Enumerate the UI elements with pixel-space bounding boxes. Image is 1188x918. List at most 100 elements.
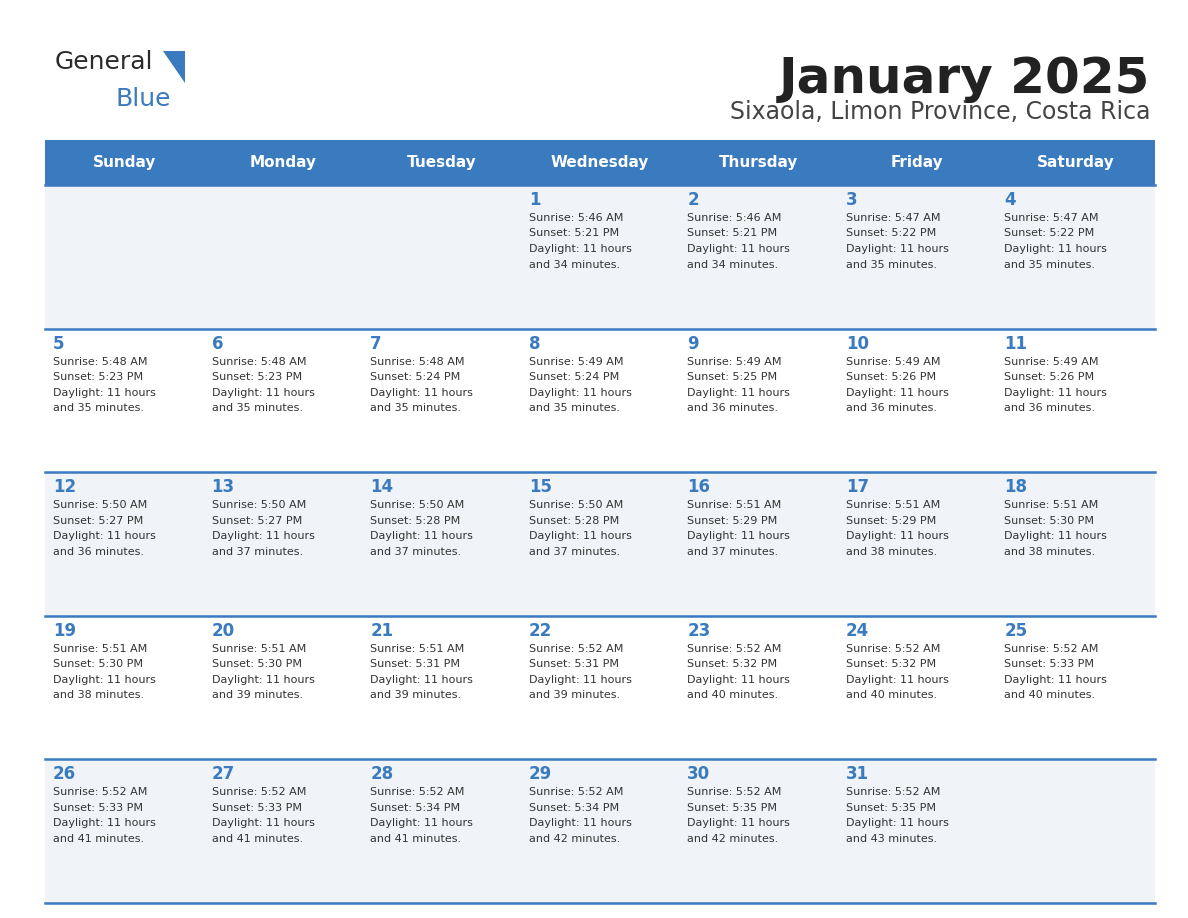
Text: Daylight: 11 hours: Daylight: 11 hours [688,387,790,397]
Text: Daylight: 11 hours: Daylight: 11 hours [529,244,632,254]
Text: 1: 1 [529,191,541,209]
Text: Daylight: 11 hours: Daylight: 11 hours [211,819,315,828]
Text: Sunrise: 5:52 AM: Sunrise: 5:52 AM [688,644,782,654]
Text: Daylight: 11 hours: Daylight: 11 hours [371,532,473,542]
Text: and 42 minutes.: and 42 minutes. [529,834,620,844]
Text: Sunset: 5:31 PM: Sunset: 5:31 PM [371,659,460,669]
Text: Sunset: 5:30 PM: Sunset: 5:30 PM [211,659,302,669]
Text: Sunset: 5:34 PM: Sunset: 5:34 PM [371,803,460,813]
Text: Daylight: 11 hours: Daylight: 11 hours [53,532,156,542]
Text: Daylight: 11 hours: Daylight: 11 hours [529,819,632,828]
Text: and 41 minutes.: and 41 minutes. [371,834,461,844]
Text: Daylight: 11 hours: Daylight: 11 hours [1004,675,1107,685]
Text: Sunrise: 5:49 AM: Sunrise: 5:49 AM [1004,356,1099,366]
Text: Sunset: 5:32 PM: Sunset: 5:32 PM [688,659,777,669]
Text: Sunset: 5:31 PM: Sunset: 5:31 PM [529,659,619,669]
Text: Saturday: Saturday [1037,155,1114,170]
Text: Sunset: 5:34 PM: Sunset: 5:34 PM [529,803,619,813]
Text: and 38 minutes.: and 38 minutes. [1004,547,1095,556]
Text: Sunset: 5:32 PM: Sunset: 5:32 PM [846,659,936,669]
Text: Daylight: 11 hours: Daylight: 11 hours [688,244,790,254]
Text: 4: 4 [1004,191,1016,209]
Text: and 37 minutes.: and 37 minutes. [211,547,303,556]
Text: 3: 3 [846,191,858,209]
Text: and 39 minutes.: and 39 minutes. [529,690,620,700]
Text: Blue: Blue [115,87,171,111]
Text: Sunset: 5:23 PM: Sunset: 5:23 PM [53,372,143,382]
Text: Sunrise: 5:46 AM: Sunrise: 5:46 AM [688,213,782,223]
Text: Sunrise: 5:48 AM: Sunrise: 5:48 AM [211,356,307,366]
Text: Sunrise: 5:52 AM: Sunrise: 5:52 AM [846,644,940,654]
Text: and 36 minutes.: and 36 minutes. [1004,403,1095,413]
Text: Sunrise: 5:51 AM: Sunrise: 5:51 AM [846,500,940,510]
Text: and 36 minutes.: and 36 minutes. [846,403,937,413]
Text: Sunrise: 5:52 AM: Sunrise: 5:52 AM [846,788,940,798]
Text: Daylight: 11 hours: Daylight: 11 hours [846,675,949,685]
Text: 7: 7 [371,334,381,353]
Text: Daylight: 11 hours: Daylight: 11 hours [1004,244,1107,254]
Text: Sunrise: 5:52 AM: Sunrise: 5:52 AM [529,788,623,798]
Text: 10: 10 [846,334,868,353]
Text: Daylight: 11 hours: Daylight: 11 hours [53,387,156,397]
Text: Sunset: 5:29 PM: Sunset: 5:29 PM [846,516,936,526]
Text: and 41 minutes.: and 41 minutes. [53,834,144,844]
Text: Sunrise: 5:50 AM: Sunrise: 5:50 AM [371,500,465,510]
Text: 13: 13 [211,478,235,497]
Bar [362,140,520,185]
Text: and 35 minutes.: and 35 minutes. [1004,260,1095,270]
Text: Sunset: 5:22 PM: Sunset: 5:22 PM [1004,229,1094,239]
Text: and 40 minutes.: and 40 minutes. [846,690,937,700]
Text: Sunrise: 5:51 AM: Sunrise: 5:51 AM [371,644,465,654]
Text: Sunset: 5:26 PM: Sunset: 5:26 PM [846,372,936,382]
Text: Daylight: 11 hours: Daylight: 11 hours [688,819,790,828]
Bar [45,329,1155,472]
Text: and 40 minutes.: and 40 minutes. [688,690,778,700]
Text: Monday: Monday [249,155,316,170]
Text: and 41 minutes.: and 41 minutes. [211,834,303,844]
Text: Sunrise: 5:47 AM: Sunrise: 5:47 AM [846,213,941,223]
Text: Sunday: Sunday [93,155,156,170]
Text: 28: 28 [371,766,393,783]
Text: Sunset: 5:22 PM: Sunset: 5:22 PM [846,229,936,239]
Text: and 35 minutes.: and 35 minutes. [211,403,303,413]
Text: Sunrise: 5:52 AM: Sunrise: 5:52 AM [371,788,465,798]
Bar [520,140,680,185]
Text: Wednesday: Wednesday [551,155,649,170]
Text: Sunrise: 5:52 AM: Sunrise: 5:52 AM [688,788,782,798]
Bar [45,140,203,185]
Text: and 37 minutes.: and 37 minutes. [529,547,620,556]
Text: 18: 18 [1004,478,1028,497]
Text: Sunrise: 5:51 AM: Sunrise: 5:51 AM [688,500,782,510]
Text: Sunset: 5:24 PM: Sunset: 5:24 PM [371,372,461,382]
Text: and 34 minutes.: and 34 minutes. [529,260,620,270]
Text: Sunset: 5:21 PM: Sunset: 5:21 PM [688,229,777,239]
Text: and 37 minutes.: and 37 minutes. [371,547,461,556]
Text: Friday: Friday [891,155,943,170]
Text: 8: 8 [529,334,541,353]
Text: and 35 minutes.: and 35 minutes. [371,403,461,413]
Text: Sunset: 5:35 PM: Sunset: 5:35 PM [688,803,777,813]
Text: and 35 minutes.: and 35 minutes. [53,403,144,413]
Text: Daylight: 11 hours: Daylight: 11 hours [846,532,949,542]
Text: Daylight: 11 hours: Daylight: 11 hours [53,675,156,685]
Text: and 35 minutes.: and 35 minutes. [529,403,620,413]
Text: Sunrise: 5:52 AM: Sunrise: 5:52 AM [211,788,307,798]
Text: 20: 20 [211,621,235,640]
Text: and 38 minutes.: and 38 minutes. [846,547,937,556]
Text: 16: 16 [688,478,710,497]
Text: Daylight: 11 hours: Daylight: 11 hours [211,387,315,397]
Bar [680,140,838,185]
Text: and 40 minutes.: and 40 minutes. [1004,690,1095,700]
Text: Sunrise: 5:52 AM: Sunrise: 5:52 AM [53,788,147,798]
Text: Daylight: 11 hours: Daylight: 11 hours [371,675,473,685]
Text: Sixaola, Limon Province, Costa Rica: Sixaola, Limon Province, Costa Rica [729,100,1150,124]
Text: Daylight: 11 hours: Daylight: 11 hours [371,387,473,397]
Text: 26: 26 [53,766,76,783]
Text: General: General [55,50,153,74]
Text: Daylight: 11 hours: Daylight: 11 hours [846,819,949,828]
Text: Sunset: 5:27 PM: Sunset: 5:27 PM [211,516,302,526]
Text: Sunrise: 5:49 AM: Sunrise: 5:49 AM [846,356,941,366]
Text: and 34 minutes.: and 34 minutes. [688,260,778,270]
Text: 27: 27 [211,766,235,783]
Text: 25: 25 [1004,621,1028,640]
